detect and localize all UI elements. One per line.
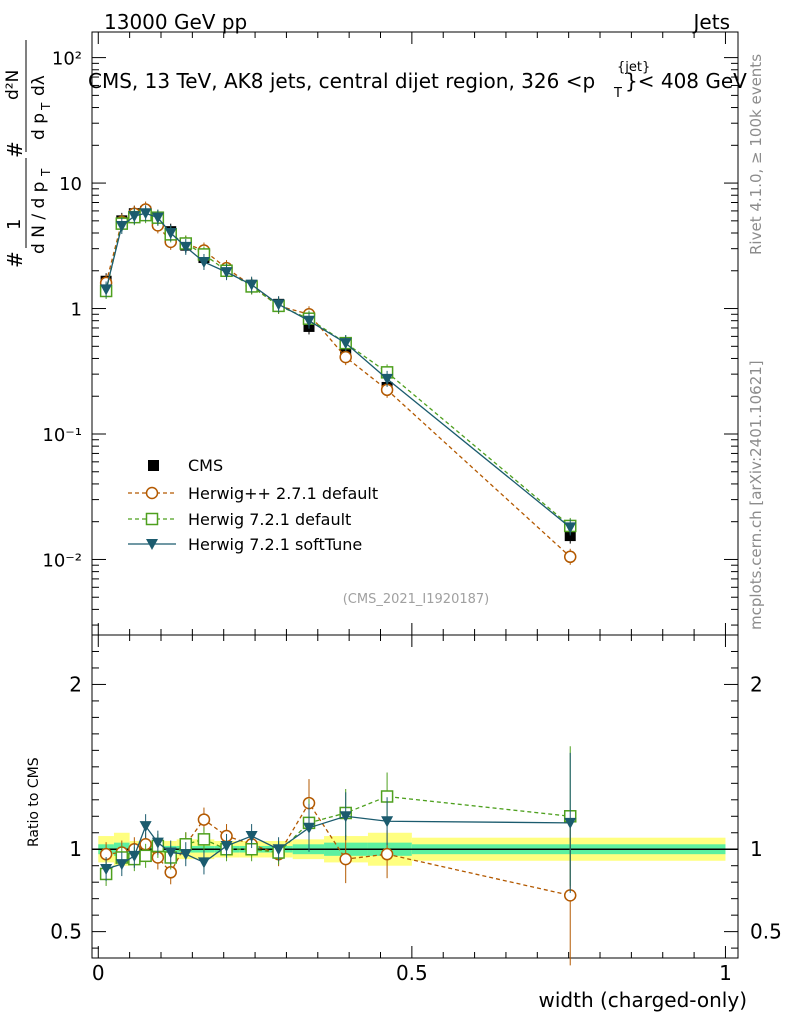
y-tick-label: 10² xyxy=(52,49,82,70)
title-end: }< 408 GeV xyxy=(625,69,747,93)
marker-softtune xyxy=(151,837,164,849)
rivet-version-label: Rivet 4.1.0, ≥ 100k events xyxy=(747,54,765,255)
marker-softtune xyxy=(128,850,141,862)
svg-text:T: T xyxy=(39,168,53,177)
marker-softtune xyxy=(339,338,352,350)
marker-herwigpp xyxy=(197,813,211,826)
x-axis-label: width (charged-only) xyxy=(539,988,747,1012)
svg-text:#: # xyxy=(3,251,27,268)
marker-softtune xyxy=(115,859,128,871)
marker-softtune xyxy=(564,522,577,534)
marker-softtune xyxy=(220,840,233,852)
ratio-y-tick-label-right: 1 xyxy=(750,837,763,861)
svg-text:d p: d p xyxy=(29,113,49,140)
x-tick-label: 0.5 xyxy=(396,961,428,985)
main-y-axis-label: # 1 d N / d p T # d²N d p T dλ xyxy=(3,40,53,268)
marker-softtune xyxy=(272,844,285,856)
ratio-y-axis-label: Ratio to CMS xyxy=(26,757,42,847)
y-tick-label: 10⁻¹ xyxy=(42,425,82,446)
marker-softtune xyxy=(100,864,113,876)
marker-softtune xyxy=(220,267,233,279)
title-sub: T xyxy=(613,86,622,101)
legend-entry-herwig721: Herwig 7.2.1 default xyxy=(128,510,351,529)
marker-cms xyxy=(564,530,576,542)
marker-softtune xyxy=(128,211,141,223)
svg-text:#: # xyxy=(3,141,27,158)
legend-entry-softtune: Herwig 7.2.1 softTune xyxy=(128,535,362,554)
x-tick-label: 0 xyxy=(92,961,105,985)
svg-text:d N / d p: d N / d p xyxy=(29,182,49,254)
marker-herwigpp xyxy=(563,550,577,564)
marker-softtune xyxy=(245,831,258,843)
marker-softtune xyxy=(179,849,192,861)
plot-title: CMS, 13 TeV, AK8 jets, central dijet reg… xyxy=(88,60,747,101)
title-sup: {jet} xyxy=(617,60,650,75)
marker-softtune xyxy=(339,811,352,823)
ratio-y-tick-label: 2 xyxy=(69,672,82,696)
axis-ticks: 0 0.5 1 10⁻² 10⁻¹ 1 10 10² 0.5 0.5 1 1 2 2 xyxy=(42,32,782,985)
energy-label: 13000 GeV pp xyxy=(104,10,247,34)
series-line-herwigpp xyxy=(105,208,571,558)
marker-softtune xyxy=(245,279,258,291)
marker-herwig721 xyxy=(139,849,152,863)
marker-softtune xyxy=(164,228,177,239)
ratio-panel-series xyxy=(99,746,577,966)
marker-herwig721 xyxy=(197,833,211,846)
legend-entry-cms: CMS xyxy=(148,456,223,475)
marker-softtune xyxy=(115,220,128,232)
marker-softtune xyxy=(151,212,164,224)
legend-label-herwigpp: Herwig++ 2.7.1 default xyxy=(188,484,378,503)
marker-softtune xyxy=(564,817,577,829)
legend-entry-herwigpp: Herwig++ 2.7.1 default xyxy=(128,484,378,503)
ratio-panel-frame xyxy=(91,634,739,959)
y-tick-label: 10 xyxy=(59,174,82,195)
marker-softtune xyxy=(139,821,152,833)
x-tick-label: 1 xyxy=(719,961,732,985)
marker-softtune xyxy=(179,241,192,253)
marker-softtune xyxy=(164,847,177,859)
legend-label-softtune: Herwig 7.2.1 softTune xyxy=(188,535,362,554)
marker-softtune xyxy=(381,373,394,385)
marker-softtune xyxy=(139,208,152,220)
marker-softtune xyxy=(272,299,285,311)
svg-text:1: 1 xyxy=(4,219,25,230)
analysis-watermark: (CMS_2021_I1920187) xyxy=(343,592,490,607)
series-line-softtune xyxy=(105,212,571,528)
svg-text:d²N: d²N xyxy=(3,70,23,100)
legend: CMS Herwig++ 2.7.1 default Herwig 7.2.1 … xyxy=(128,456,378,554)
ratio-y-tick-label-right: 2 xyxy=(750,672,763,696)
legend-label-herwig721: Herwig 7.2.1 default xyxy=(188,510,351,529)
legend-label-cms: CMS xyxy=(188,456,223,475)
ratio-y-tick-label: 0.5 xyxy=(50,920,82,944)
title-text: CMS, 13 TeV, AK8 jets, central dijet reg… xyxy=(88,69,595,93)
y-tick-label: 10⁻² xyxy=(42,550,82,571)
svg-text:T: T xyxy=(39,102,53,111)
marker-softtune xyxy=(381,816,394,828)
marker-softtune xyxy=(100,284,113,296)
marker-softtune xyxy=(303,315,316,327)
marker-herwigpp xyxy=(339,350,352,364)
marker-herwigpp xyxy=(339,852,352,866)
marker-herwigpp xyxy=(380,847,394,861)
svg-text:dλ: dλ xyxy=(29,75,49,96)
marker-softtune xyxy=(303,822,316,834)
ratio-y-tick-label-right: 0.5 xyxy=(750,920,782,944)
ratio-y-tick-label: 1 xyxy=(69,837,82,861)
marker-softtune xyxy=(197,857,210,869)
mcplots-label: mcplots.cern.ch [arXiv:2401.10621] xyxy=(747,360,765,630)
marker-softtune xyxy=(197,256,210,268)
series-line-herwig721 xyxy=(105,214,571,527)
jets-label: Jets xyxy=(692,10,730,34)
y-tick-label: 1 xyxy=(71,300,82,321)
main-panel-series xyxy=(99,201,577,565)
